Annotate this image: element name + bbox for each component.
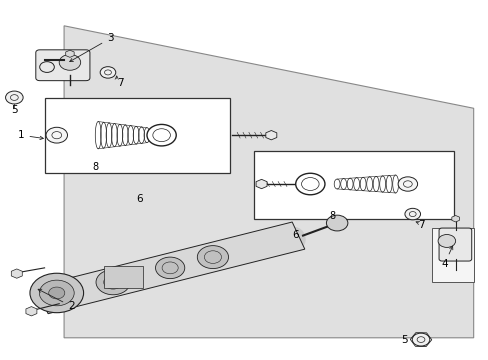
Text: 1: 1 [18, 130, 43, 140]
Circle shape [155, 257, 184, 279]
FancyBboxPatch shape [36, 50, 90, 81]
Polygon shape [36, 222, 304, 314]
Bar [431, 228, 473, 282]
Bar [104, 266, 143, 288]
Circle shape [197, 246, 228, 269]
Circle shape [437, 234, 455, 247]
Circle shape [49, 287, 65, 299]
Circle shape [59, 54, 81, 70]
Polygon shape [64, 26, 473, 338]
Text: 7: 7 [117, 78, 123, 88]
Circle shape [397, 177, 417, 191]
Text: 7: 7 [417, 220, 424, 230]
Text: 8: 8 [328, 211, 335, 221]
Text: 6: 6 [292, 230, 298, 239]
Circle shape [30, 273, 83, 313]
Circle shape [147, 125, 176, 146]
Circle shape [96, 270, 130, 295]
Bar [254, 151, 453, 220]
Text: 2: 2 [38, 289, 75, 311]
Text: 6: 6 [136, 194, 142, 204]
Text: 5: 5 [400, 334, 407, 345]
FancyBboxPatch shape [438, 228, 471, 261]
Text: 5: 5 [11, 105, 18, 115]
Circle shape [411, 333, 429, 346]
Circle shape [39, 280, 74, 306]
Bar [44, 98, 229, 173]
Text: 8: 8 [93, 162, 99, 172]
Circle shape [326, 215, 347, 231]
Text: 4: 4 [440, 246, 452, 269]
Circle shape [100, 67, 116, 78]
Text: 3: 3 [70, 33, 114, 62]
Circle shape [295, 173, 325, 195]
Circle shape [404, 208, 420, 220]
Circle shape [46, 127, 67, 143]
Circle shape [5, 91, 23, 104]
